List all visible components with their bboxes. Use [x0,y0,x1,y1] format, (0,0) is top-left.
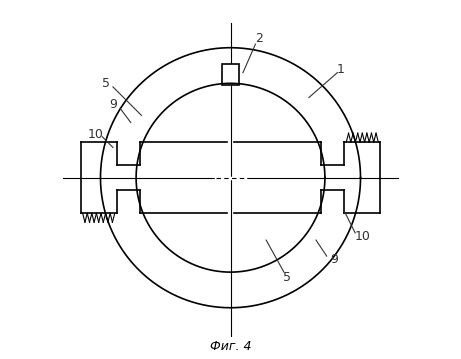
Text: 9: 9 [109,98,117,111]
Text: 10: 10 [355,230,370,243]
Text: Фиг. 4: Фиг. 4 [210,340,251,353]
Text: 5: 5 [102,77,110,90]
Text: 1: 1 [337,62,345,76]
Text: 5: 5 [284,271,291,284]
Text: 2: 2 [255,32,263,45]
Text: 10: 10 [87,129,103,141]
Text: 9: 9 [330,253,338,266]
Bar [223,64,238,85]
